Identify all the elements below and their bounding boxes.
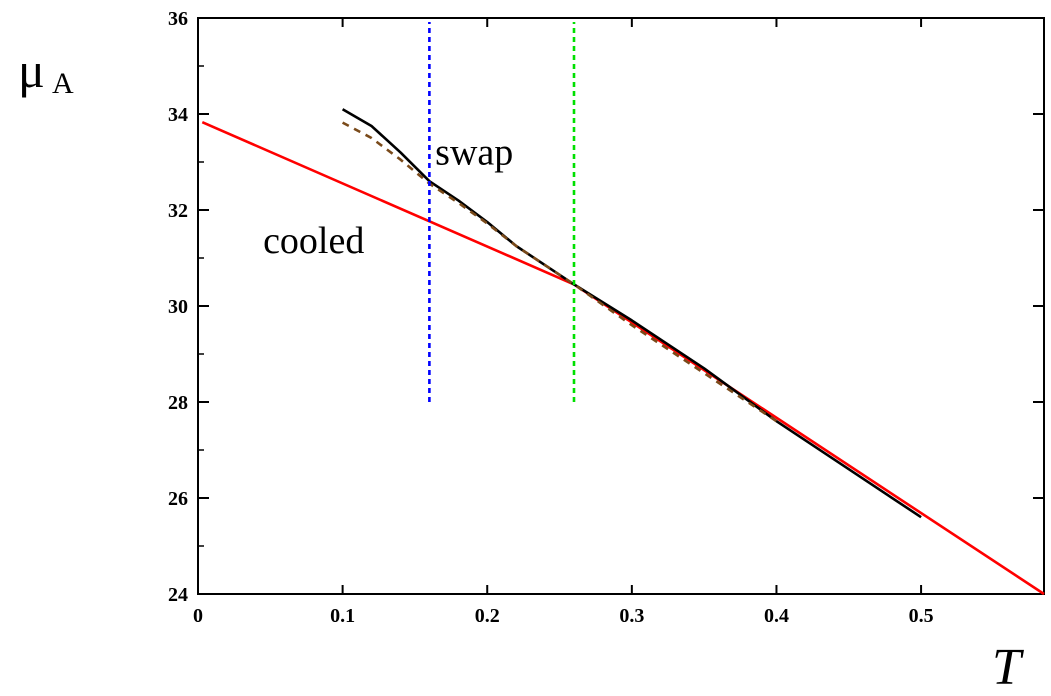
- ticks: 0 0.1 0.2 0.3 0.4 0.5 24 26 28 30 32 34 36: [168, 8, 1044, 627]
- y-tick-label: 32: [168, 200, 188, 222]
- series-line-0: [201, 121, 1045, 596]
- y-tick-label: 34: [168, 104, 188, 126]
- x-tick-label: 0: [193, 605, 203, 627]
- x-tick-label: 0.3: [619, 605, 644, 627]
- x-axis-label: T: [992, 639, 1024, 696]
- y-tick-label: 26: [168, 488, 188, 510]
- y-tick-label: 36: [168, 8, 188, 30]
- y-tick-label: 24: [168, 584, 188, 606]
- plot-frame: [197, 17, 1045, 595]
- series-line-2: [341, 121, 778, 423]
- annotation-swap: swap: [435, 131, 513, 173]
- y-tick-label: 28: [168, 392, 188, 414]
- y-axis-label: μ: [18, 42, 45, 98]
- x-tick-label: 0.5: [909, 605, 934, 627]
- x-tick-label: 0.4: [764, 605, 789, 627]
- vlines-group: [428, 22, 576, 402]
- series-group: [201, 108, 1045, 596]
- y-tick-label: 30: [168, 296, 188, 318]
- x-tick-label: 0.2: [475, 605, 500, 627]
- annotations-group: swap cooled: [263, 131, 513, 262]
- y-axis-label-subscript: A: [52, 67, 74, 100]
- x-tick-label: 0.1: [330, 605, 355, 627]
- annotation-cooled: cooled: [263, 220, 364, 262]
